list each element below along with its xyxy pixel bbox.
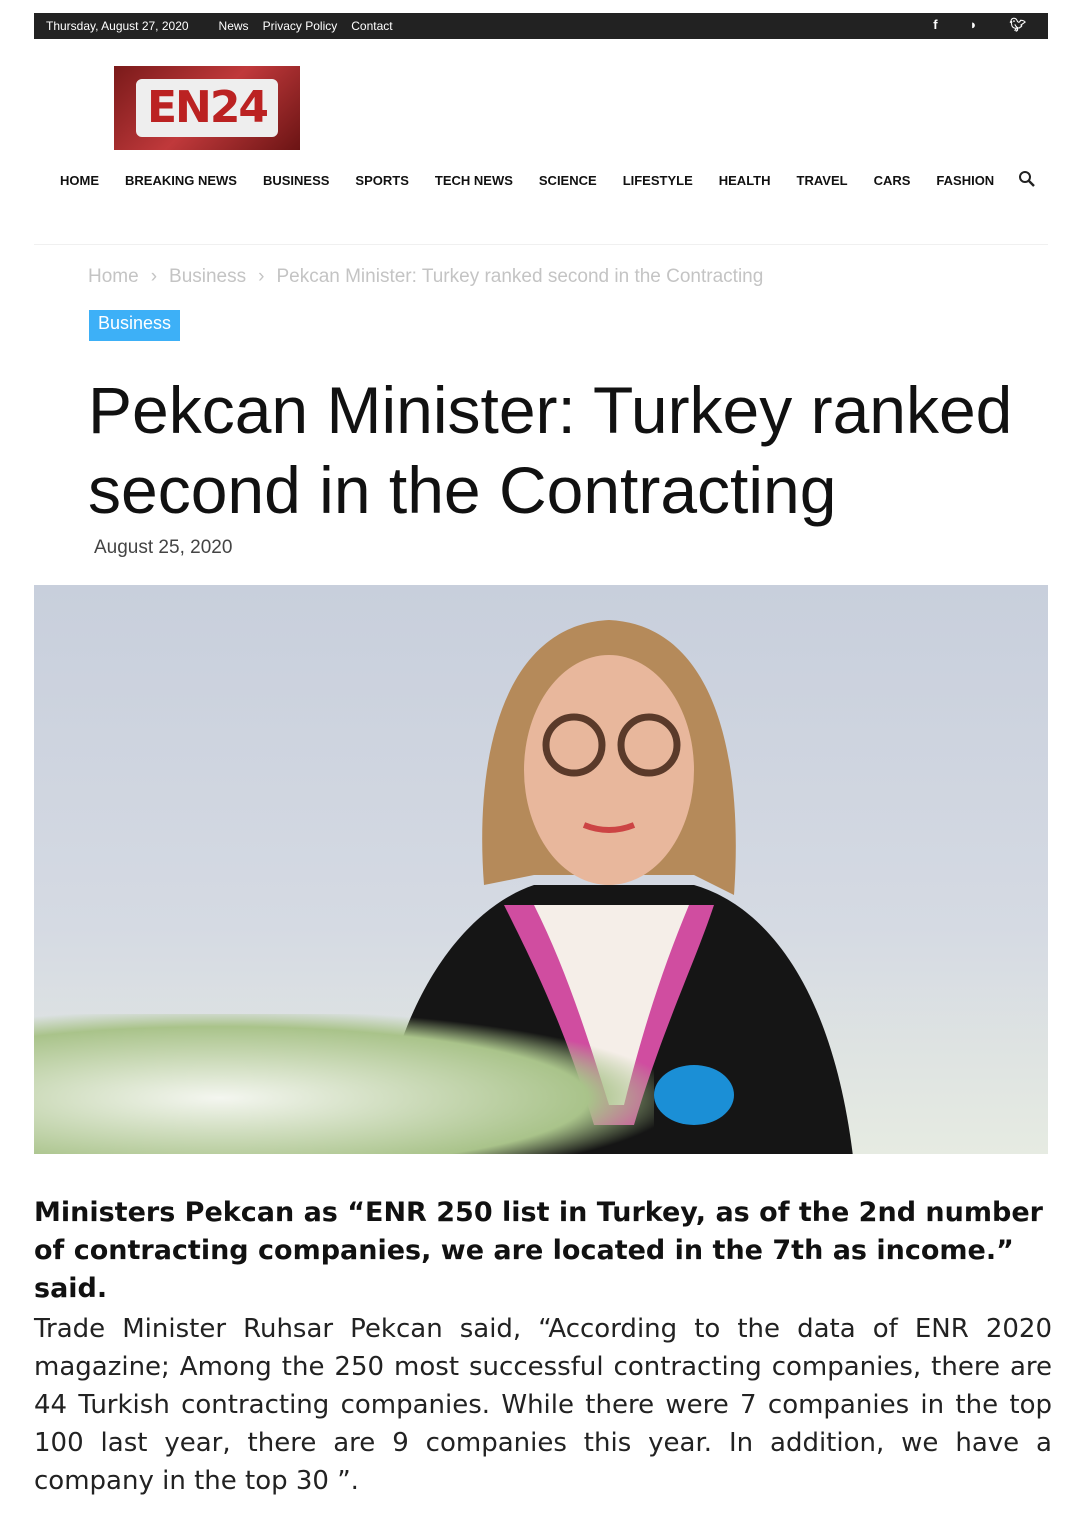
category-badge[interactable]: Business	[89, 310, 181, 341]
breadcrumb-home[interactable]: Home	[88, 266, 139, 287]
chevron-right-icon: ›	[258, 266, 265, 287]
top-link-news[interactable]: News	[218, 19, 249, 33]
article-body: Trade Minister Ruhsar Pekcan said, “Acco…	[34, 1314, 1052, 1496]
breadcrumb-current: Pekcan Minister: Turkey ranked second in…	[276, 266, 764, 287]
breadcrumb-business[interactable]: Business	[169, 266, 247, 287]
nav-home[interactable]: HOME	[60, 173, 99, 188]
search-icon[interactable]	[1018, 170, 1036, 193]
facebook-icon[interactable]: f	[933, 17, 938, 32]
main-nav: HOME BREAKING NEWS BUSINESS SPORTS TECH …	[60, 173, 1020, 188]
top-link-privacy[interactable]: Privacy Policy	[262, 19, 338, 33]
top-link-contact[interactable]: Contact	[351, 19, 393, 33]
rss-icon[interactable]: ◗	[969, 17, 978, 32]
nav-lifestyle[interactable]: LIFESTYLE	[622, 173, 693, 188]
site-logo[interactable]: EN24	[114, 66, 300, 150]
nav-health[interactable]: HEALTH	[718, 173, 771, 188]
nav-cars[interactable]: CARS	[873, 173, 911, 188]
header-divider	[34, 244, 1048, 245]
article-title: Pekcan Minister: Turkey ranked second in…	[88, 373, 1013, 527]
nav-travel[interactable]: TRAVEL	[796, 173, 848, 188]
current-date: Thursday, August 27, 2020	[46, 19, 189, 33]
flowers	[34, 1014, 654, 1154]
nav-tech-news[interactable]: TECH NEWS	[434, 173, 513, 188]
nav-sports[interactable]: SPORTS	[355, 173, 409, 188]
article-image	[34, 585, 1048, 1154]
nav-business[interactable]: BUSINESS	[262, 173, 330, 188]
nav-fashion[interactable]: FASHION	[936, 173, 995, 188]
breadcrumb: Home › Business › Pekcan Minister: Turke…	[88, 266, 763, 288]
nav-science[interactable]: SCIENCE	[538, 173, 597, 188]
microphone	[654, 1065, 734, 1125]
top-bar: Thursday, August 27, 2020 News Privacy P…	[34, 13, 1048, 39]
article-lead: Ministers Pekcan as “ENR 250 list in Tur…	[34, 1197, 1043, 1304]
nav-breaking-news[interactable]: BREAKING NEWS	[125, 173, 237, 188]
chevron-right-icon: ›	[150, 266, 158, 287]
publish-date: August 25, 2020	[94, 537, 233, 558]
twitter-icon[interactable]: 🐦︎	[1009, 17, 1026, 32]
logo-text: EN24	[135, 79, 279, 137]
